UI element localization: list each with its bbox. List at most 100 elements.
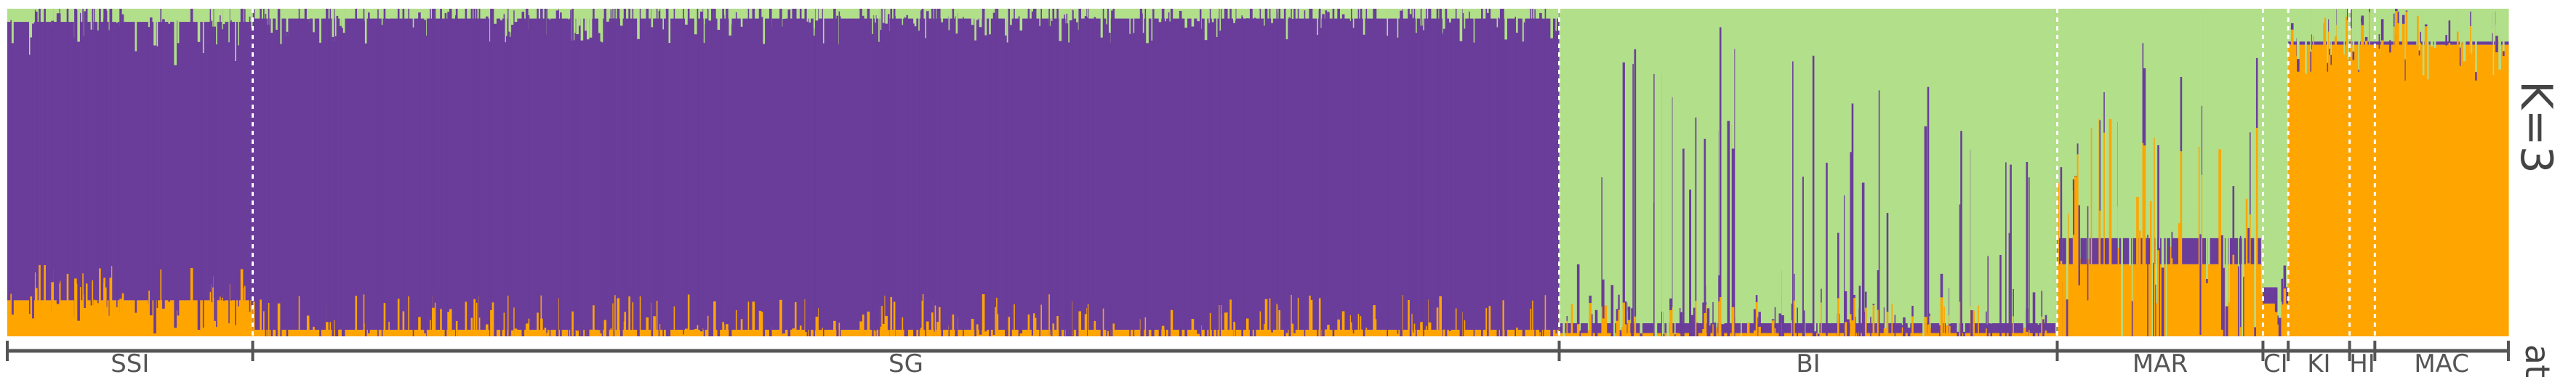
individual-bar-cluster-1 bbox=[920, 328, 922, 336]
individual-bar-cluster-3 bbox=[1151, 9, 1153, 41]
individual-bar-cluster-2 bbox=[1408, 14, 1412, 336]
individual-bar-cluster-1 bbox=[598, 330, 601, 336]
individual-bar-cluster-2 bbox=[507, 9, 509, 296]
individual-bar-cluster-3 bbox=[585, 9, 587, 31]
individual-bar-cluster-2 bbox=[1504, 39, 1507, 337]
individual-bar-cluster-3 bbox=[2153, 9, 2155, 138]
individual-bar-cluster-3 bbox=[1006, 9, 1009, 43]
individual-bar-cluster-1 bbox=[209, 291, 212, 336]
individual-bar-cluster-1 bbox=[2380, 40, 2384, 337]
individual-bar-cluster-1 bbox=[174, 328, 177, 336]
individual-bar-cluster-2 bbox=[878, 41, 880, 336]
individual-bar-cluster-2 bbox=[1566, 315, 1568, 321]
individual-bar-cluster-2 bbox=[1387, 36, 1389, 336]
individual-bar-cluster-1 bbox=[105, 287, 107, 336]
individual-bar-cluster-1 bbox=[306, 315, 310, 336]
individual-bar-cluster-3 bbox=[1587, 9, 1589, 331]
individual-bar-cluster-2 bbox=[2074, 176, 2077, 177]
individual-bar-cluster-1 bbox=[2448, 43, 2451, 336]
individual-bar-cluster-2 bbox=[2475, 72, 2477, 81]
individual-bar-cluster-2 bbox=[1803, 310, 1805, 336]
individual-bar-cluster-1 bbox=[30, 296, 33, 336]
individual-bar-cluster-2 bbox=[699, 11, 703, 332]
individual-bar-cluster-3 bbox=[2327, 9, 2330, 20]
individual-bar-cluster-1 bbox=[1566, 320, 1568, 336]
individual-bar-cluster-3 bbox=[2456, 9, 2459, 32]
individual-bar-cluster-3 bbox=[1864, 9, 1867, 292]
individual-bar-cluster-2 bbox=[116, 23, 118, 307]
individual-bar-cluster-2 bbox=[430, 9, 431, 320]
individual-bar-cluster-2 bbox=[1712, 301, 1714, 325]
individual-bar-cluster-1 bbox=[2329, 54, 2330, 336]
individual-bar-cluster-2 bbox=[85, 9, 88, 284]
individual-bar-cluster-2 bbox=[1068, 42, 1071, 337]
individual-bar-cluster-3 bbox=[941, 9, 944, 23]
individual-bar-cluster-3 bbox=[2073, 9, 2076, 180]
individual-bar-cluster-1 bbox=[402, 311, 405, 336]
individual-bar-cluster-2 bbox=[252, 9, 255, 301]
individual-bar-cluster-2 bbox=[1487, 12, 1490, 336]
individual-bar-cluster-1 bbox=[1337, 319, 1340, 336]
individual-bar-cluster-2 bbox=[2247, 227, 2250, 264]
individual-bar-cluster-2 bbox=[1040, 9, 1042, 305]
individual-bar-cluster-2 bbox=[1250, 9, 1253, 336]
individual-bar-cluster-3 bbox=[2242, 9, 2244, 277]
individual-bar-cluster-2 bbox=[540, 9, 542, 296]
individual-bar-cluster-1 bbox=[576, 331, 579, 336]
individual-bar-cluster-3 bbox=[1400, 9, 1403, 11]
individual-bar-cluster-3 bbox=[2495, 9, 2498, 36]
individual-bar-cluster-3 bbox=[2108, 9, 2112, 119]
individual-bar-cluster-2 bbox=[955, 33, 958, 336]
individual-bar-cluster-2 bbox=[238, 45, 239, 307]
individual-bar-cluster-3 bbox=[97, 9, 99, 31]
individual-bar-cluster-1 bbox=[2470, 25, 2471, 336]
individual-bar-cluster-2 bbox=[2142, 43, 2144, 144]
individual-bar-cluster-2 bbox=[277, 9, 281, 304]
individual-bar-cluster-3 bbox=[1855, 9, 1856, 317]
individual-bar-cluster-3 bbox=[2055, 9, 2057, 336]
individual-bar-cluster-1 bbox=[2150, 200, 2153, 336]
individual-bar-cluster-1 bbox=[2417, 15, 2419, 337]
individual-bar-cluster-3 bbox=[2121, 9, 2123, 336]
individual-bar-cluster-2 bbox=[298, 9, 300, 296]
individual-bar-cluster-1 bbox=[1886, 312, 1889, 336]
individual-bar-cluster-3 bbox=[637, 9, 640, 39]
individual-bar-cluster-2 bbox=[222, 24, 225, 301]
individual-bar-cluster-2 bbox=[30, 37, 33, 297]
individual-bar-cluster-2 bbox=[2255, 57, 2258, 129]
individual-bar-cluster-1 bbox=[202, 328, 204, 336]
population-label-ssi: SSI bbox=[111, 349, 149, 377]
individual-bar-cluster-2 bbox=[996, 9, 998, 298]
individual-bar-cluster-3 bbox=[2010, 9, 2012, 165]
individual-bar-cluster-2 bbox=[658, 11, 660, 336]
individual-bar-cluster-2 bbox=[1986, 311, 1987, 329]
individual-bar-cluster-2 bbox=[1619, 330, 1622, 336]
individual-bar-cluster-2 bbox=[121, 14, 124, 293]
individual-bar-cluster-3 bbox=[83, 9, 85, 36]
individual-bar-cluster-3 bbox=[31, 9, 34, 24]
individual-bar-cluster-2 bbox=[397, 9, 400, 299]
individual-bar-cluster-2 bbox=[1753, 309, 1757, 331]
individual-bar-cluster-2 bbox=[941, 22, 944, 337]
individual-bar-cluster-1 bbox=[1604, 305, 1608, 336]
individual-bar-cluster-1 bbox=[2402, 23, 2405, 337]
individual-bar-cluster-2 bbox=[952, 9, 955, 315]
individual-bar-cluster-3 bbox=[872, 9, 873, 34]
individual-bar-cluster-1 bbox=[996, 297, 998, 336]
individual-bar-cluster-2 bbox=[1530, 9, 1532, 309]
individual-bar-cluster-2 bbox=[1179, 10, 1182, 337]
individual-bar-cluster-3 bbox=[549, 9, 551, 20]
individual-bar-cluster-3 bbox=[1059, 9, 1062, 41]
individual-bar-cluster-2 bbox=[2495, 36, 2498, 52]
individual-bar-cluster-3 bbox=[717, 9, 721, 30]
individual-bar-cluster-1 bbox=[1837, 298, 1839, 336]
individual-bar-cluster-1 bbox=[617, 298, 620, 336]
individual-bar-cluster-3 bbox=[1978, 9, 1979, 306]
individual-bar-cluster-2 bbox=[1144, 9, 1147, 317]
individual-bar-cluster-1 bbox=[544, 328, 547, 336]
individual-bar-cluster-1 bbox=[1731, 307, 1735, 336]
individual-bar-cluster-1 bbox=[2058, 183, 2060, 336]
individual-bar-cluster-1 bbox=[2358, 72, 2359, 336]
individual-bar-cluster-2 bbox=[872, 33, 873, 337]
individual-bar-cluster-2 bbox=[212, 26, 214, 288]
